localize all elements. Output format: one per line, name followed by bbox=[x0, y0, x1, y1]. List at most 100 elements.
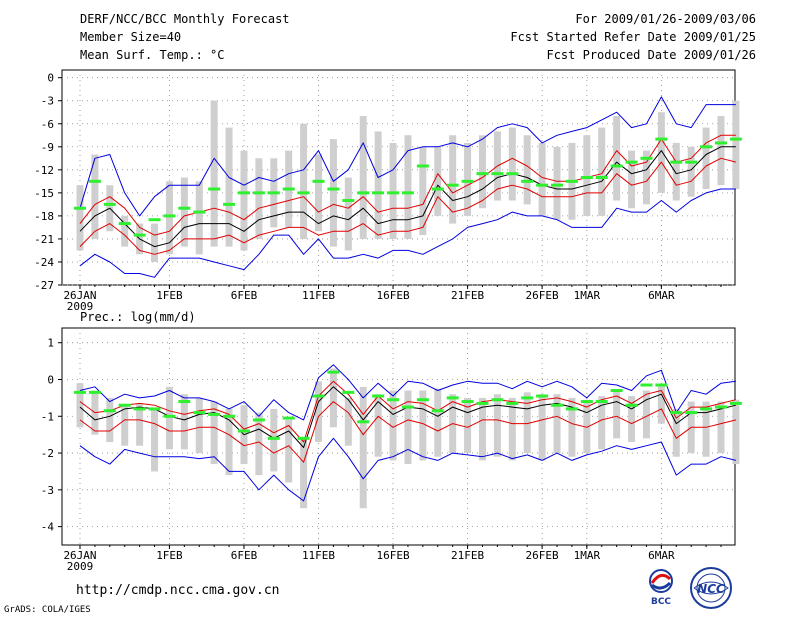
prec-spread-box bbox=[195, 397, 203, 454]
temp-climatology-marker bbox=[178, 206, 191, 210]
bcc-logo-icon: BCC bbox=[638, 566, 684, 608]
temp-spread-box bbox=[210, 100, 218, 247]
prec-climatology-marker bbox=[476, 401, 489, 405]
temp-spread-box bbox=[180, 177, 188, 247]
prec-xtick-label: 16FEB bbox=[376, 549, 409, 562]
temp-climatology-marker bbox=[536, 183, 549, 187]
forecast-started-label: Fcst Started Refer Date 2009/01/25 bbox=[510, 30, 756, 44]
prec-climatology-marker bbox=[416, 398, 429, 402]
temp-ytick-label: -21 bbox=[34, 233, 54, 246]
temp-climatology-marker bbox=[237, 191, 250, 195]
temp-climatology-marker bbox=[118, 222, 131, 226]
temp-spread-box bbox=[344, 177, 352, 251]
prec-climatology-marker bbox=[610, 389, 623, 393]
temp-spread-box bbox=[687, 146, 695, 197]
temp-spread-box bbox=[553, 146, 561, 220]
prec-climatology-marker bbox=[640, 383, 653, 387]
temp-climatology-marker bbox=[327, 187, 340, 191]
prec-climatology-marker bbox=[580, 400, 593, 404]
prec-spread-box bbox=[300, 438, 308, 509]
prec-ytick-label: -3 bbox=[41, 484, 54, 497]
prec-lower-envelope-line bbox=[79, 437, 737, 502]
temp-spread-box bbox=[717, 116, 725, 186]
prec-spread-box bbox=[717, 401, 725, 454]
prec-climatology-marker bbox=[729, 401, 742, 405]
prec-climatology-marker bbox=[506, 401, 519, 405]
prec-climatology-marker bbox=[252, 418, 265, 422]
temp-spread-box bbox=[389, 142, 397, 239]
prec-xtick-label: 21FEB bbox=[451, 549, 484, 562]
temp-climatology-marker bbox=[610, 164, 623, 168]
temp-lower-envelope-line bbox=[79, 188, 736, 278]
prec-spread-box bbox=[493, 394, 501, 457]
temp-lower-spread-line bbox=[79, 157, 737, 255]
temp-spread-box bbox=[300, 123, 308, 239]
temp-climatology-marker bbox=[148, 218, 161, 222]
prec-ytick-label: -4 bbox=[41, 521, 55, 534]
temp-spread-box bbox=[240, 150, 248, 251]
prec-spread-box bbox=[478, 397, 486, 461]
temp-spread-box bbox=[613, 116, 621, 201]
prec-spread-box bbox=[255, 412, 263, 476]
temp-spread-box bbox=[523, 135, 531, 205]
temp-climatology-marker bbox=[223, 202, 236, 206]
temp-xtick-label: 26FEB bbox=[526, 289, 559, 302]
prec-climatology-marker bbox=[282, 416, 295, 420]
temp-spread-box bbox=[151, 223, 159, 262]
prec-climatology-marker bbox=[491, 398, 504, 402]
prec-spread-box bbox=[672, 408, 680, 457]
prec-spread-box bbox=[464, 397, 472, 454]
temp-spread-box bbox=[121, 215, 129, 247]
prec-spread-box bbox=[702, 401, 710, 457]
temp-climatology-marker bbox=[372, 191, 385, 195]
temp-ensemble-mean-line bbox=[79, 146, 736, 248]
temp-climatology-marker bbox=[297, 191, 310, 195]
forecast-period-label: For 2009/01/26-2009/03/06 bbox=[575, 12, 756, 26]
temp-spread-box bbox=[732, 100, 740, 190]
temp-climatology-marker bbox=[193, 210, 206, 214]
prec-climatology-marker bbox=[133, 407, 146, 411]
prec-climatology-marker bbox=[670, 411, 683, 415]
temp-climatology-marker bbox=[476, 172, 489, 176]
prec-spread-box bbox=[344, 397, 352, 446]
prec-xtick-label: 26JAN bbox=[63, 549, 96, 562]
prec-spread-box bbox=[374, 394, 382, 457]
prec-climatology-marker bbox=[103, 409, 116, 413]
ncc-logo-icon: NCC bbox=[688, 566, 734, 610]
prec-climatology-marker bbox=[74, 390, 86, 394]
temp-spread-box bbox=[225, 127, 233, 247]
temp-xtick-label: 1FEB bbox=[156, 289, 183, 302]
temp-xtick-label: 26JAN bbox=[63, 289, 96, 302]
prec-climatology-marker bbox=[148, 407, 161, 411]
prec-climatology-marker bbox=[178, 400, 191, 404]
temp-climatology-marker bbox=[103, 202, 116, 206]
prec-spread-box bbox=[315, 381, 323, 443]
prec-spread-box bbox=[210, 401, 218, 465]
prec-climatology-marker bbox=[88, 390, 101, 394]
prec-xtick-label: 26FEB bbox=[526, 549, 559, 562]
temp-spread-box bbox=[583, 135, 591, 216]
prec-xtick-label: 1MAR bbox=[574, 549, 601, 562]
prec-climatology-marker bbox=[625, 403, 638, 407]
temp-climatology-marker bbox=[700, 145, 713, 149]
prec-spread-box bbox=[121, 405, 129, 446]
prec-spread-box bbox=[568, 397, 576, 457]
temp-spread-box bbox=[404, 135, 412, 239]
prec-xtick-label: 6MAR bbox=[648, 549, 675, 562]
temp-climatology-marker bbox=[640, 156, 653, 160]
prec-climatology-marker bbox=[431, 409, 444, 413]
prec-climatology-marker bbox=[521, 396, 534, 400]
temp-climatology-marker bbox=[252, 191, 265, 195]
temp-spread-box bbox=[642, 150, 650, 205]
chart-title: DERF/NCC/BCC Monthly Forecast bbox=[80, 12, 290, 26]
temp-ytick-label: 0 bbox=[47, 72, 54, 85]
prec-spread-box bbox=[628, 396, 636, 443]
prec-ytick-label: -1 bbox=[41, 410, 54, 423]
prec-spread-box bbox=[106, 397, 114, 443]
prec-year-label: 2009 bbox=[67, 560, 94, 573]
temp-climatology-marker bbox=[491, 172, 504, 176]
temp-climatology-marker bbox=[312, 179, 325, 183]
temp-climatology-marker bbox=[729, 137, 742, 141]
prec-spread-box bbox=[553, 394, 561, 454]
